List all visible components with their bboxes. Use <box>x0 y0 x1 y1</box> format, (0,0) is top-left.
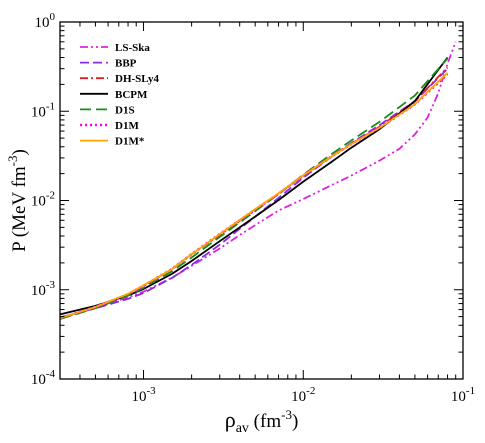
ticks-layer <box>59 22 463 380</box>
y-axis-label-main: P (MeV fm <box>9 166 30 252</box>
x-tick-label: 10-2 <box>291 385 315 405</box>
x-axis-label-main: ρ <box>225 407 236 432</box>
x-axis-label-sub: av <box>236 421 249 436</box>
x-tick-label: 10-3 <box>131 385 156 405</box>
legend-label-0: LS-Ska <box>115 42 150 54</box>
y-tick-label: 10-4 <box>31 368 56 388</box>
x-tick-label: 10-1 <box>451 385 475 405</box>
series-layer <box>59 41 457 320</box>
series-line-3 <box>59 56 449 316</box>
legend-label-2: DH-SLy4 <box>115 73 160 85</box>
x-axis-label: ρav (fm-3) <box>225 407 299 436</box>
x-axis-label-close: ) <box>292 411 298 432</box>
y-tick-label: 10-2 <box>31 190 55 210</box>
x-axis-label-unit: (fm <box>249 411 281 432</box>
labels-layer: 10-3 10-2 10-1 10-4 10-3 10-2 10-1 100 <box>31 11 475 405</box>
legend-label-5: D1M <box>115 120 139 132</box>
y-tick-label: 10-3 <box>31 279 56 299</box>
x-axis-label-sup: -3 <box>281 407 292 422</box>
series-line-4 <box>59 57 449 320</box>
y-axis-label-sup: -3 <box>5 155 20 166</box>
legend: LS-Ska BBP DH-SLy4 BCPM D1S D1M D1M* <box>80 42 160 148</box>
y-tick-label: 100 <box>35 11 56 31</box>
legend-label-6: D1M* <box>115 136 145 148</box>
y-tick-label: 10-1 <box>31 100 55 120</box>
legend-label-3: BCPM <box>115 89 148 101</box>
legend-label-4: D1S <box>115 104 135 116</box>
series-line-6 <box>59 72 449 320</box>
y-axis-label: P (MeV fm-3) <box>5 149 30 252</box>
y-axis-label-close: ) <box>9 149 30 155</box>
legend-label-1: BBP <box>115 58 137 70</box>
series-line-0 <box>59 41 457 320</box>
